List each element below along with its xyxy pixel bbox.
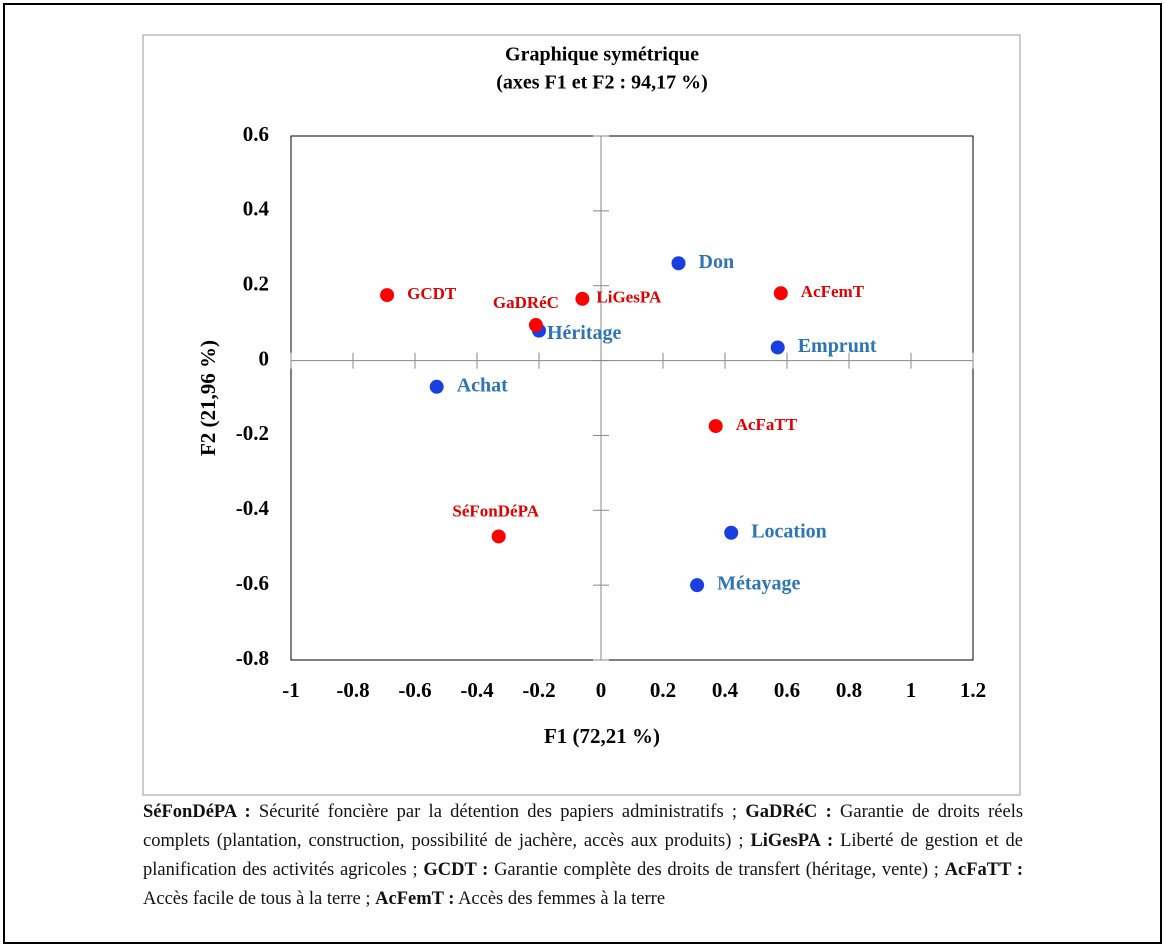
point-label: GCDT (407, 284, 457, 303)
note-text: Accès des femmes à la terre (458, 889, 666, 909)
point (671, 256, 686, 271)
point (770, 340, 785, 355)
y-tick-label: -0.8 (236, 646, 269, 670)
point (575, 291, 590, 306)
note-text: Garantie de droits réels complets (plant… (143, 802, 1024, 851)
x-tick-label: 1 (906, 678, 917, 702)
x-tick-label: -0.2 (522, 678, 555, 702)
point (528, 318, 543, 333)
point (724, 525, 739, 540)
caption: SéFonDéPA : Sécurité foncière par la dét… (143, 798, 1023, 914)
note-text: Accès facile de tous à la terre ; (143, 889, 371, 909)
x-axis-title: F1 (72,21 %) (544, 724, 660, 748)
x-tick-label: 0.6 (774, 678, 800, 702)
note-term: AcFaTT : (944, 860, 1024, 880)
note-term: GCDT : (423, 860, 489, 880)
plot-frame (290, 135, 974, 661)
point-label: AcFemT (801, 282, 865, 301)
outer-frame (3, 3, 1162, 944)
y-axis-title: F2 (21,96 %) (196, 340, 220, 456)
point-label: Don (699, 251, 735, 273)
x-tick-label: -0.6 (398, 678, 431, 702)
point (380, 288, 395, 303)
x-tick-label: -0.8 (336, 678, 369, 702)
x-tick-label: 0.8 (836, 678, 862, 702)
note-term: SéFonDéPA : (143, 802, 251, 822)
point-label: Métayage (717, 573, 800, 595)
note-term: AcFemT : (375, 889, 455, 909)
point (708, 419, 723, 434)
x-tick-label: 0 (596, 678, 607, 702)
point (491, 529, 506, 544)
x-tick-label: 1.2 (960, 678, 986, 702)
point-label: GaDRéC (493, 293, 559, 312)
x-tick-label: 0.4 (712, 678, 739, 702)
y-tick-label: -0.2 (236, 421, 269, 445)
note-text: Liberté de gestion et de planification d… (143, 831, 1024, 880)
point (429, 379, 444, 394)
chart-frame (142, 34, 1021, 796)
point-label: AcFaTT (736, 415, 798, 434)
point (690, 578, 705, 593)
x-tick-label: -0.4 (460, 678, 494, 702)
point-label: Héritage (547, 322, 622, 344)
point (773, 286, 788, 301)
point-label: Location (751, 520, 827, 542)
point-label: SéFonDéPA (452, 501, 539, 520)
y-tick-label: -0.6 (236, 571, 269, 595)
note-term: LiGesPA : (750, 831, 834, 851)
y-tick-label: 0.6 (243, 122, 269, 146)
chart-subtitle: (axes F1 et F2 : 94,17 %) (496, 72, 708, 94)
y-tick-label: 0.2 (243, 272, 269, 296)
chart-title: Graphique symétrique (505, 44, 699, 66)
point-label: Achat (457, 374, 508, 396)
x-tick-label: -1 (282, 678, 300, 702)
y-tick-label: -0.4 (236, 496, 270, 520)
point-label: LiGesPA (596, 288, 662, 307)
note-text: Garantie complète des droits de transfer… (494, 860, 939, 880)
x-tick-label: 0.2 (650, 678, 676, 702)
point-label: Emprunt (798, 335, 877, 357)
note-text: Sécurité foncière par la détention des p… (258, 802, 738, 822)
y-tick-label: 0 (259, 346, 270, 370)
y-tick-label: 0.4 (243, 197, 270, 221)
note-term: GaDRéC : (745, 802, 832, 822)
